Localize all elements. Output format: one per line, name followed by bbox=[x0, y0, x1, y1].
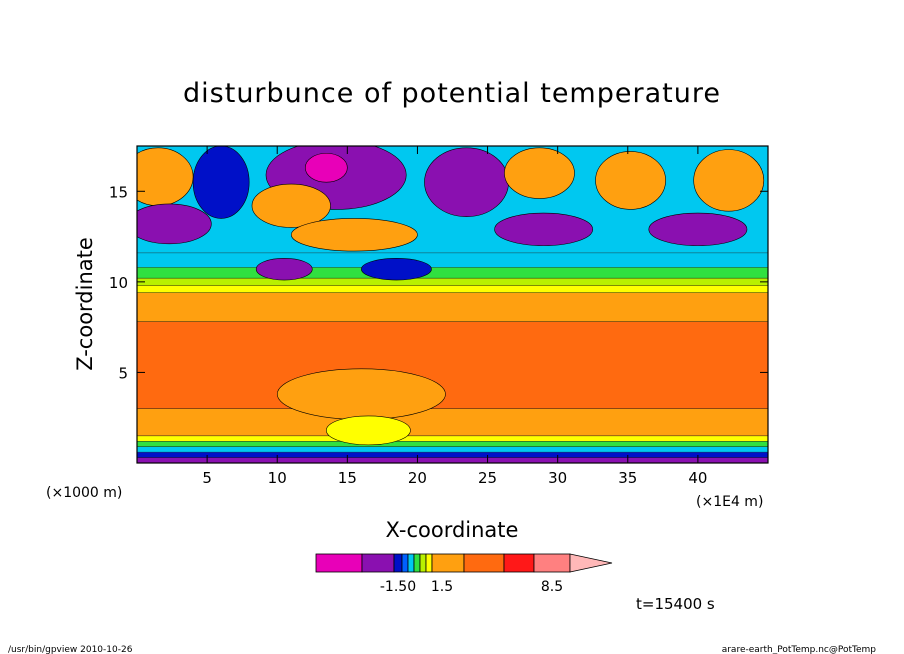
contour-cell bbox=[424, 147, 509, 217]
contour-cell bbox=[693, 149, 765, 212]
contour-cell bbox=[595, 151, 666, 210]
contour-band bbox=[137, 441, 768, 447]
contour-band bbox=[137, 252, 768, 268]
x-axis: 5 10 15 20 25 30 35 40 bbox=[202, 146, 707, 487]
x-tick-label: 40 bbox=[688, 469, 707, 487]
x-tick-label: 15 bbox=[338, 469, 357, 487]
y-tick-label: 5 bbox=[118, 364, 128, 382]
x-tick-label: 30 bbox=[548, 469, 567, 487]
colorbar-label: 8.5 bbox=[541, 579, 563, 595]
contour-cell bbox=[137, 203, 212, 245]
colorbar-arrow bbox=[569, 553, 613, 573]
x-tick-label: 10 bbox=[268, 469, 287, 487]
contour-cell bbox=[494, 212, 594, 246]
contour-cell bbox=[304, 152, 348, 183]
y-axis-label: Z-coordinate bbox=[73, 237, 97, 371]
contour-band bbox=[137, 285, 768, 293]
colorbar-label: 1.5 bbox=[431, 579, 453, 595]
colorbar-swatch bbox=[413, 553, 421, 573]
y-tick-label: 10 bbox=[109, 274, 128, 292]
colorbar: -1.50 1.5 8.5 bbox=[315, 553, 613, 595]
contour-cell bbox=[648, 212, 748, 246]
contour-band bbox=[137, 292, 768, 322]
colorbar-swatch bbox=[393, 553, 403, 573]
footer-left: /usr/bin/gpview 2010-10-26 bbox=[8, 645, 133, 654]
colorbar-swatch bbox=[533, 553, 571, 573]
x-tick-label: 25 bbox=[478, 469, 497, 487]
x-unit-label: (×1000 m) bbox=[46, 485, 122, 501]
contour-band bbox=[137, 435, 768, 442]
x-tick-label: 5 bbox=[202, 469, 212, 487]
contour-cell bbox=[137, 147, 194, 207]
contour-cell bbox=[361, 258, 432, 281]
x-axis-label: X-coordinate bbox=[386, 518, 519, 542]
y-tick-label: 15 bbox=[109, 183, 128, 201]
colorbar-swatch bbox=[425, 553, 433, 573]
contour-band bbox=[137, 321, 768, 409]
contour-cell bbox=[290, 218, 418, 252]
colorbar-swatch bbox=[401, 553, 409, 573]
contour-cell bbox=[251, 183, 331, 228]
contour-cell bbox=[325, 415, 411, 446]
contour-cell bbox=[192, 146, 250, 219]
contour-band bbox=[137, 408, 768, 436]
contour-band bbox=[137, 446, 768, 453]
plot-area bbox=[137, 146, 768, 463]
time-label: t=15400 s bbox=[636, 595, 715, 613]
contour-cell bbox=[255, 258, 313, 281]
colorbar-swatch bbox=[419, 553, 427, 573]
x-tick-label: 20 bbox=[408, 469, 427, 487]
colorbar-swatch bbox=[503, 553, 535, 573]
contour-cell bbox=[276, 368, 446, 420]
colorbar-swatch bbox=[361, 553, 395, 573]
colorbar-swatch bbox=[463, 553, 505, 573]
contour-band bbox=[137, 457, 768, 463]
x-tick-label: 35 bbox=[618, 469, 637, 487]
colorbar-swatch bbox=[315, 553, 363, 573]
contour-band bbox=[137, 452, 768, 458]
colorbar-label: -1.50 bbox=[380, 579, 416, 595]
colorbar-swatch bbox=[407, 553, 415, 573]
y-axis: 5 10 15 bbox=[109, 183, 768, 382]
contour-cell bbox=[504, 147, 575, 199]
colorbar-swatch bbox=[431, 553, 465, 573]
contour-band bbox=[137, 278, 768, 286]
contour-band bbox=[137, 267, 768, 279]
x-scale-label: (×1E4 m) bbox=[696, 494, 763, 510]
chart-title: disturbunce of potential temperature bbox=[183, 78, 721, 109]
footer-right: arare-earth_PotTemp.nc@PotTemp bbox=[722, 645, 877, 654]
plot-frame bbox=[136, 145, 769, 464]
